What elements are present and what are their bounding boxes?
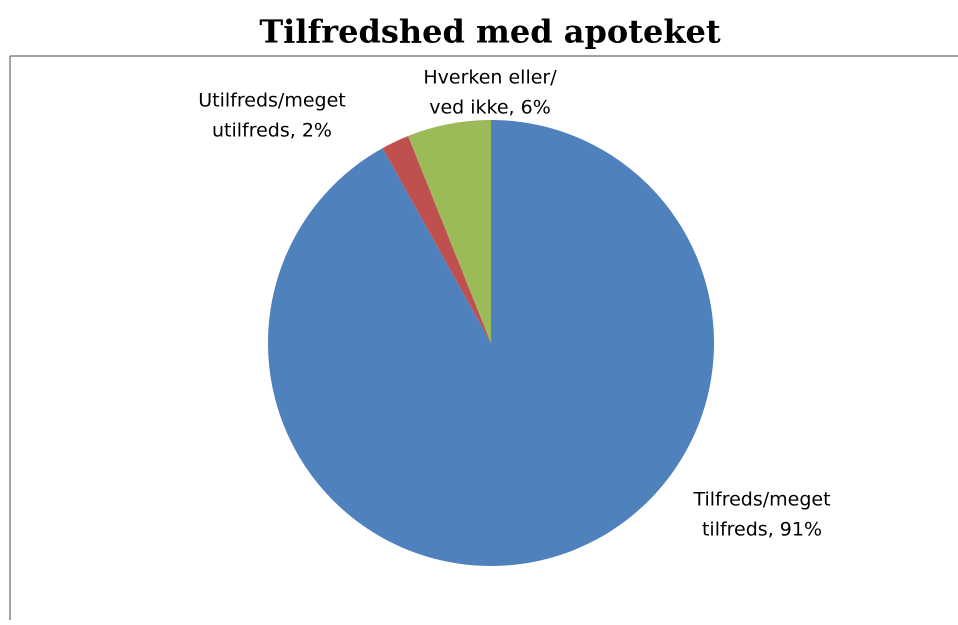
- pie-slice: [267, 120, 714, 567]
- data-label: Utilfreds/meget: [198, 90, 345, 112]
- data-label: utilfreds, 2%: [212, 120, 332, 142]
- pie-slice: [382, 135, 491, 343]
- pie-slice: [408, 120, 491, 343]
- data-label: Hverken eller/: [423, 67, 557, 89]
- chart-title: Tilfredshed med apoteket: [259, 13, 721, 51]
- data-label: Tilfreds/meget: [692, 489, 830, 511]
- data-label: tilfreds, 91%: [702, 519, 822, 541]
- data-label: ved ikke, 6%: [429, 97, 551, 119]
